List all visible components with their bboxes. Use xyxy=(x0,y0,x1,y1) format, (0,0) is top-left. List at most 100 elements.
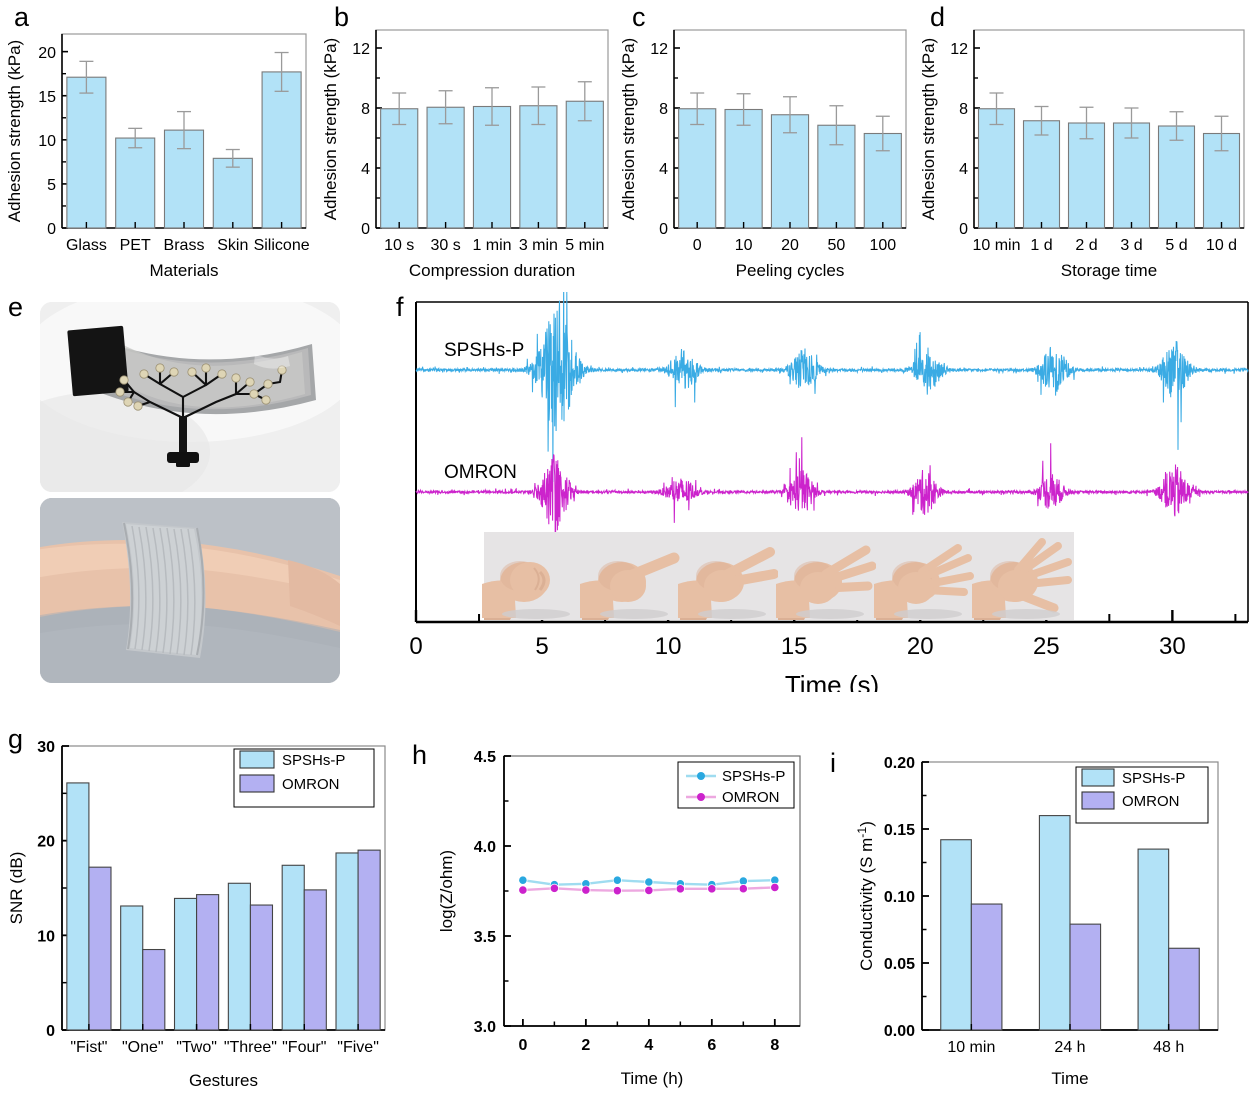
y-tick-label: 3.5 xyxy=(474,929,496,946)
data-point xyxy=(770,882,780,892)
bar xyxy=(66,76,107,229)
x-tick-label: 20 xyxy=(907,633,934,660)
panel-i: i 0.00 0.05 0.10 0.15 0.20 10 min 24 h 48 h Time… xyxy=(826,700,1254,1093)
y-tick-label: 5 xyxy=(47,177,56,194)
panel-i-label: i xyxy=(830,748,836,778)
gesture-photo-two xyxy=(678,532,780,620)
x-tick-label: 50 xyxy=(828,237,846,254)
y-tick-label: 8 xyxy=(659,101,668,118)
y-tick-label: 4.0 xyxy=(474,839,496,856)
y-axis-title: log(Z/ohm) xyxy=(437,850,456,932)
data-point xyxy=(644,877,654,887)
panel-g-chart: 0 10 20 30 "Fist" "One" "Two" "Three" "Four" "Fiv… xyxy=(7,739,386,1090)
x-tick-label: 30 xyxy=(1159,633,1186,660)
bar xyxy=(1038,815,1071,1031)
armband-on-forearm-photo xyxy=(40,498,340,683)
y-axis-title: SNR (dB) xyxy=(7,852,26,925)
bar xyxy=(940,839,972,1031)
panel-a-label: a xyxy=(14,2,30,32)
legend-label: OMRON xyxy=(282,776,340,793)
x-tick-label: "Fist" xyxy=(70,1039,107,1056)
y-tick-label: 20 xyxy=(38,45,56,62)
x-tick-label: 5 d xyxy=(1165,237,1187,254)
data-point xyxy=(612,875,622,885)
bar xyxy=(472,105,512,229)
y-tick-label: 30 xyxy=(37,739,55,756)
bar xyxy=(357,849,381,1031)
bar xyxy=(1112,122,1151,229)
emg-trace xyxy=(415,292,1249,483)
y-axis-title: Adhesion strength (kPa) xyxy=(5,40,24,222)
y-tick-label: 10 xyxy=(37,928,55,945)
y-tick-label: 4 xyxy=(659,161,668,178)
x-tick-label: 0 xyxy=(518,1037,527,1054)
legend-box xyxy=(677,761,795,809)
panel-d-chart: 0 4 8 12 10 min 1 d 2 d 3 d 5 d 10 d Storage time A… xyxy=(919,29,1245,280)
panel-h-chart: 3.0 3.5 4.0 4.5 0 2 4 6 8 Time (h) log(Z/ohm) SPSHs… xyxy=(437,749,801,1088)
panel-f-label: f xyxy=(396,292,404,322)
bar xyxy=(678,108,717,229)
panel-e: e xyxy=(0,292,400,692)
x-tick-label: Silicone xyxy=(254,237,310,254)
panel-c-label: c xyxy=(632,2,646,32)
bar xyxy=(1069,923,1102,1031)
electrode-array-armband-photo xyxy=(40,302,340,492)
data-point xyxy=(738,884,748,894)
x-tick-label: 24 h xyxy=(1054,1039,1085,1056)
emg-trace xyxy=(415,437,1249,579)
bar xyxy=(115,137,156,229)
bar xyxy=(519,105,558,229)
y-tick-label: 3.0 xyxy=(474,1019,496,1036)
bar xyxy=(66,782,90,1031)
bar xyxy=(142,948,166,1031)
x-tick-label: 2 d xyxy=(1075,237,1097,254)
x-axis-title: Time (h) xyxy=(621,1069,684,1088)
bar xyxy=(335,852,359,1031)
y-tick-label: 12 xyxy=(950,41,968,58)
panel-g: g 0 10 20 30 "Fist" "One" "Two" "Three" "Four" "F… xyxy=(0,700,410,1093)
bar xyxy=(212,157,253,229)
x-tick-label: PET xyxy=(120,237,151,254)
bar xyxy=(303,889,327,1031)
x-tick-label: 1 d xyxy=(1030,237,1052,254)
x-tick-label: 30 s xyxy=(430,237,460,254)
legend-marker xyxy=(697,772,705,780)
y-tick-label: 0 xyxy=(659,221,668,238)
x-axis-title: Peeling cycles xyxy=(736,261,845,280)
legend-label: OMRON xyxy=(722,789,780,806)
x-tick-label: 5 min xyxy=(565,237,604,254)
panel-a-chart: 0 5 10 15 20 Glass PET Brass Skin Silicone Materia… xyxy=(5,33,310,280)
x-tick-label: Brass xyxy=(164,237,205,254)
trace-label-spshs: SPSHs-P xyxy=(444,340,524,361)
panel-b-chart: 0 4 8 12 10 s 30 s 1 min 3 min 5 min Compression … xyxy=(321,29,609,280)
x-tick-label: 10 d xyxy=(1206,237,1237,254)
gesture-photo-four xyxy=(874,532,976,620)
panel-b-label: b xyxy=(334,2,350,32)
bar xyxy=(173,897,198,1031)
x-tick-label: 8 xyxy=(770,1037,779,1054)
y-tick-label: 0.20 xyxy=(884,755,915,772)
x-tick-label: 4 xyxy=(644,1037,653,1054)
x-tick-label: 25 xyxy=(1033,633,1060,660)
data-point xyxy=(518,875,528,885)
x-axis-title: Storage time xyxy=(1061,261,1157,280)
y-tick-label: 0.05 xyxy=(884,956,915,973)
bar xyxy=(1168,947,1200,1031)
panel-e-label: e xyxy=(8,292,24,322)
gesture-photo-five xyxy=(972,532,1074,620)
y-tick-label: 0.15 xyxy=(884,822,915,839)
x-tick-label: 3 d xyxy=(1120,237,1142,254)
y-tick-label: 0 xyxy=(47,221,56,238)
bar xyxy=(970,903,1003,1031)
trace-label-omron: OMRON xyxy=(444,462,517,483)
x-tick-label: 0 xyxy=(409,633,422,660)
y-tick-label: 12 xyxy=(650,41,668,58)
data-point xyxy=(675,884,685,894)
x-tick-label: "One" xyxy=(122,1039,164,1056)
x-tick-label: 10 min xyxy=(947,1039,995,1056)
legend-label: SPSHs-P xyxy=(282,752,345,769)
gesture-photo-fist xyxy=(482,532,584,620)
gesture-photo-one xyxy=(580,532,682,620)
data-point xyxy=(612,886,622,896)
legend-swatch xyxy=(1081,768,1115,787)
